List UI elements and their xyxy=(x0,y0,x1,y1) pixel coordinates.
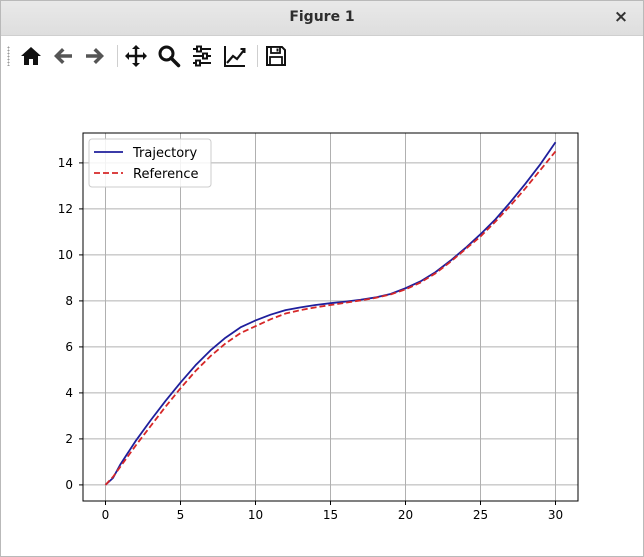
configure-subplots-icon xyxy=(193,45,211,67)
edit-axis-lines-icon xyxy=(224,46,246,67)
x-tick-label: 30 xyxy=(548,508,563,522)
toolbar-separator xyxy=(117,45,118,67)
save-floppy-icon xyxy=(266,46,286,66)
close-button[interactable]: × xyxy=(613,7,629,27)
configure-subplots-button[interactable] xyxy=(188,42,216,70)
y-tick-label: 2 xyxy=(65,432,73,446)
series-line-reference xyxy=(104,150,557,486)
legend-label-reference: Reference xyxy=(133,167,198,182)
pan-move-icon xyxy=(125,45,147,67)
home-icon xyxy=(21,47,41,65)
y-tick-label: 0 xyxy=(65,478,73,492)
toolbar-grip[interactable] xyxy=(7,46,10,66)
x-tick-label: 10 xyxy=(248,508,263,522)
save-button[interactable] xyxy=(262,42,290,70)
y-tick-label: 6 xyxy=(65,340,73,354)
y-tick-label: 8 xyxy=(65,294,73,308)
forward-button[interactable] xyxy=(81,42,109,70)
window-title: Figure 1 xyxy=(289,9,355,25)
y-tick-label: 4 xyxy=(65,386,73,400)
edit-axis-button[interactable] xyxy=(221,42,249,70)
figure-canvas[interactable]: 0 5 10 15 20 25 30 0 2 4 6 8 10 12 14 Trajectory Referen… xyxy=(1,76,643,556)
navigation-toolbar xyxy=(1,36,643,76)
home-button[interactable] xyxy=(17,42,45,70)
x-tick-label: 15 xyxy=(323,508,338,522)
legend-box xyxy=(88,138,212,188)
legend-label-trajectory: Trajectory xyxy=(132,146,197,161)
back-arrow-icon xyxy=(54,48,72,64)
zoom-magnifier-icon xyxy=(158,45,181,68)
title-bar[interactable]: Figure 1 × xyxy=(1,1,643,36)
toolbar-separator xyxy=(257,45,258,67)
x-tick-label: 25 xyxy=(473,508,488,522)
back-button[interactable] xyxy=(49,42,77,70)
line-chart: 0 5 10 15 20 25 30 0 2 4 6 8 10 12 14 Trajectory Referen… xyxy=(58,132,579,522)
y-tick-label: 12 xyxy=(58,202,73,216)
axes-frame xyxy=(82,132,579,502)
y-tick-label: 10 xyxy=(58,248,73,262)
y-tick-label: 14 xyxy=(58,156,73,170)
zoom-button[interactable] xyxy=(155,42,183,70)
series-line-trajectory xyxy=(104,141,557,486)
x-tick-label: 5 xyxy=(177,508,185,522)
forward-arrow-icon xyxy=(86,48,104,64)
x-tick-label: 0 xyxy=(102,508,110,522)
pan-button[interactable] xyxy=(122,42,150,70)
x-tick-label: 20 xyxy=(398,508,413,522)
